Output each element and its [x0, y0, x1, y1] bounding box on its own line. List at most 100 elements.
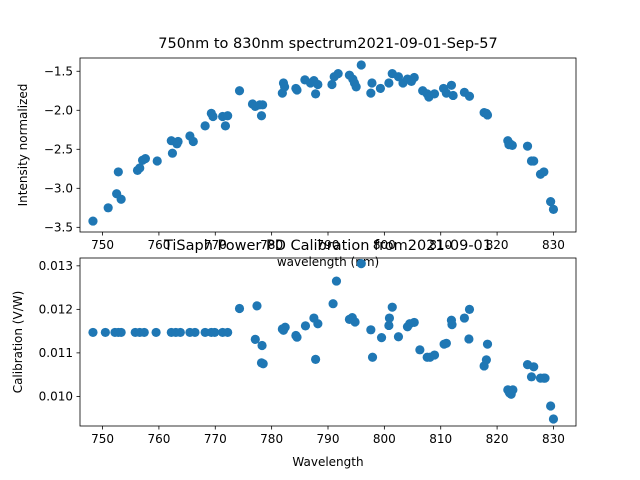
calibration-data-point	[175, 327, 185, 338]
spectrum-data-point	[482, 110, 493, 120]
spectrum-data-point	[256, 111, 267, 121]
calibration-data-point	[376, 333, 387, 343]
calibration-data-point	[548, 414, 559, 424]
spectrum-data-point	[464, 91, 475, 101]
spectrum-data-point	[448, 90, 458, 101]
calibration-xtick-label: 780	[260, 432, 283, 446]
spectrum-data-point	[188, 136, 198, 147]
spectrum-data-point	[200, 121, 210, 131]
spectrum-xtick-label: 820	[486, 238, 509, 252]
calibration-data-point	[88, 327, 98, 338]
calibration-xtick-label: 750	[91, 432, 114, 446]
calibration-data-point	[409, 317, 419, 328]
calibration-data-point	[387, 302, 397, 312]
spectrum-xtick-label: 800	[373, 238, 396, 252]
spectrum-data-point	[522, 141, 533, 151]
spectrum-x-axis: 750 760 770 780 790 800 810 820 830	[91, 232, 565, 252]
spectrum-chart-title: 750nm to 830nm spectrum2021-09-01-Sep-57	[158, 36, 498, 52]
spectrum-data-point	[258, 100, 268, 110]
calibration-ytick-label: 0.013	[39, 259, 73, 273]
calibration-data-point	[540, 373, 550, 383]
spectrum-ytick-label: −1.5	[44, 65, 73, 79]
spectrum-data-point	[223, 111, 233, 121]
spectrum-chart: 750nm to 830nm spectrum2021-09-01-Sep-57…	[16, 36, 577, 269]
calibration-xtick-label: 760	[147, 432, 170, 446]
calibration-xtick-label: 820	[486, 432, 509, 446]
spectrum-data-point	[546, 196, 556, 207]
spectrum-data-point	[220, 121, 231, 131]
spectrum-data-point	[507, 140, 517, 150]
calibration-data-point	[100, 327, 110, 338]
spectrum-ytick-label: −3.0	[44, 182, 73, 196]
calibration-data-point	[139, 327, 149, 338]
calibration-data-point	[280, 322, 290, 332]
calibration-data-point	[252, 301, 262, 311]
calibration-data-point	[311, 354, 321, 365]
calibration-data-point	[328, 299, 338, 309]
spectrum-points	[88, 60, 559, 226]
calibration-xtick-label: 800	[373, 432, 396, 446]
spectrum-data-point	[356, 60, 366, 70]
calibration-x-axis: 750 760 770 780 790 800 810 820 830	[91, 426, 565, 446]
calibration-xtick-label: 810	[429, 432, 452, 446]
spectrum-data-point	[529, 156, 539, 166]
spectrum-data-point	[446, 80, 457, 90]
spectrum-data-point	[103, 203, 113, 213]
calibration-data-point	[482, 339, 493, 349]
spectrum-xtick-label: 760	[147, 238, 170, 252]
calibration-data-point	[546, 401, 556, 411]
calibration-data-point	[529, 362, 539, 372]
calibration-data-point	[234, 303, 245, 314]
spectrum-xtick-label: 830	[542, 238, 565, 252]
spectrum-ytick-label: −3.5	[44, 221, 73, 235]
calibration-data-point	[300, 321, 311, 331]
spectrum-data-point	[88, 216, 98, 226]
spectrum-xtick-label: 780	[260, 238, 283, 252]
calibration-data-point	[459, 313, 469, 323]
calibration-xtick-label: 770	[204, 432, 227, 446]
calibration-data-point	[384, 313, 395, 323]
calibration-data-point	[481, 355, 491, 365]
spectrum-data-point	[140, 154, 150, 164]
spectrum-data-point	[234, 86, 245, 96]
spectrum-data-point	[367, 78, 377, 88]
calibration-data-point	[356, 259, 366, 269]
calibration-data-point	[250, 334, 260, 344]
spectrum-ytick-label: −2.0	[44, 104, 73, 118]
calibration-data-point	[151, 327, 161, 338]
calibration-data-point	[257, 340, 267, 351]
calibration-data-point	[429, 350, 440, 360]
calibration-data-point	[367, 352, 378, 362]
calibration-y-axis: 0.010 0.011 0.012 0.013	[39, 259, 80, 404]
spectrum-data-point	[429, 89, 440, 99]
calibration-data-point	[464, 304, 475, 314]
spectrum-data-point	[313, 79, 323, 90]
spectrum-y-axis: −3.5 −3.0 −2.5 −2.0 −1.5	[44, 65, 80, 235]
calibration-chart-title: TiSaph Power PD Calibration from2021-09-…	[163, 238, 492, 254]
spectrum-data-point	[116, 194, 126, 204]
calibration-ylabel: Calibration (V/W)	[11, 291, 25, 394]
calibration-points	[88, 259, 559, 424]
spectrum-data-point	[167, 148, 178, 158]
spectrum-data-point	[173, 136, 183, 147]
calibration-data-point	[258, 359, 268, 369]
calibration-xtick-label: 790	[317, 432, 340, 446]
spectrum-xtick-label: 750	[91, 238, 114, 252]
spectrum-ytick-label: −2.5	[44, 143, 73, 157]
calibration-data-point	[447, 319, 457, 330]
calibration-data-point	[464, 334, 474, 344]
spectrum-data-point	[366, 88, 376, 98]
spectrum-data-point	[292, 85, 302, 95]
spectrum-ylabel: Intensity normalized	[16, 84, 30, 207]
spectrum-data-point	[409, 72, 419, 83]
spectrum-xtick-label: 810	[429, 238, 452, 252]
calibration-data-point	[116, 327, 126, 338]
spectrum-xtick-label: 770	[204, 238, 227, 252]
calibration-data-point	[223, 327, 233, 338]
spectrum-data-point	[311, 89, 321, 99]
spectrum-data-point	[539, 167, 549, 177]
spectrum-data-point	[351, 82, 361, 92]
calibration-chart: TiSaph Power PD Calibration from2021-09-…	[11, 238, 577, 469]
